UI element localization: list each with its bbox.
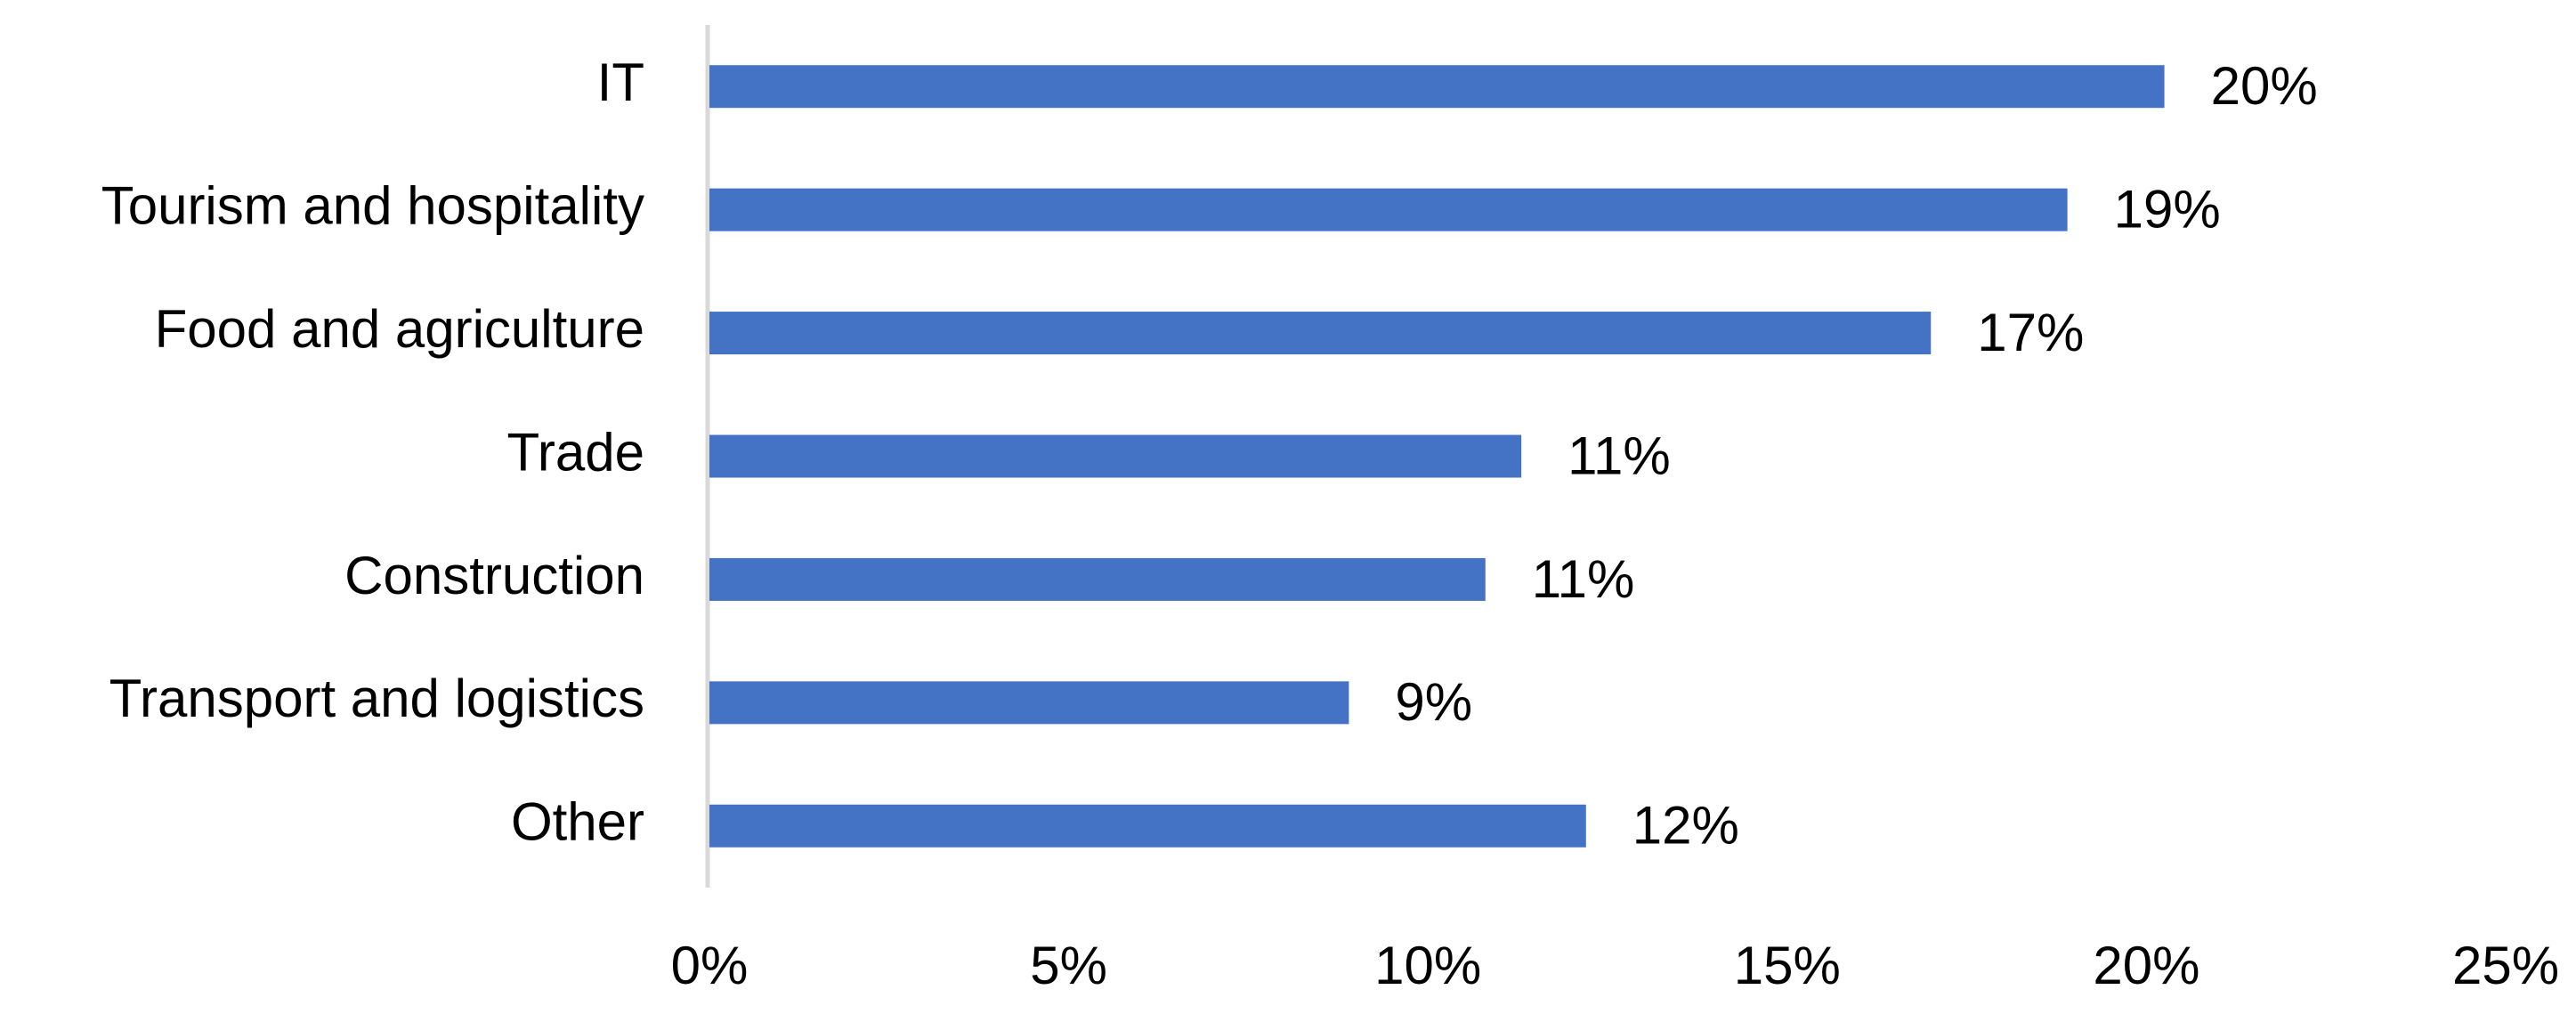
value-label: 11% <box>1532 549 1635 609</box>
y-tick-label: IT <box>597 53 644 112</box>
bar <box>709 557 1486 601</box>
x-tick-label: 10% <box>1374 936 1481 995</box>
bar <box>709 312 1932 355</box>
bar <box>709 65 2165 109</box>
bar <box>709 804 1586 848</box>
y-tick-label: Tourism and hospitality <box>101 175 644 235</box>
y-tick-label: Food and agriculture <box>155 299 644 359</box>
value-label: 12% <box>1632 796 1739 856</box>
value-label: 19% <box>2114 179 2221 239</box>
x-tick-label: 25% <box>2452 936 2559 995</box>
y-tick-label: Construction <box>344 546 644 605</box>
x-tick-label: 0% <box>671 936 749 995</box>
x-tick-label: 20% <box>2093 936 2199 995</box>
value-label: 20% <box>2211 56 2318 116</box>
y-tick-label: Other <box>511 792 644 852</box>
x-tick-label: 15% <box>1734 936 1841 995</box>
bar <box>709 681 1349 725</box>
y-tick-label: Transport and logistics <box>109 669 644 728</box>
bar <box>709 434 1522 478</box>
bar <box>709 188 2068 231</box>
x-tick-label: 5% <box>1030 936 1107 995</box>
value-label: 17% <box>1977 303 2084 362</box>
value-label: 9% <box>1395 672 1472 732</box>
y-tick-label: Trade <box>506 422 644 482</box>
value-label: 11% <box>1567 426 1671 485</box>
